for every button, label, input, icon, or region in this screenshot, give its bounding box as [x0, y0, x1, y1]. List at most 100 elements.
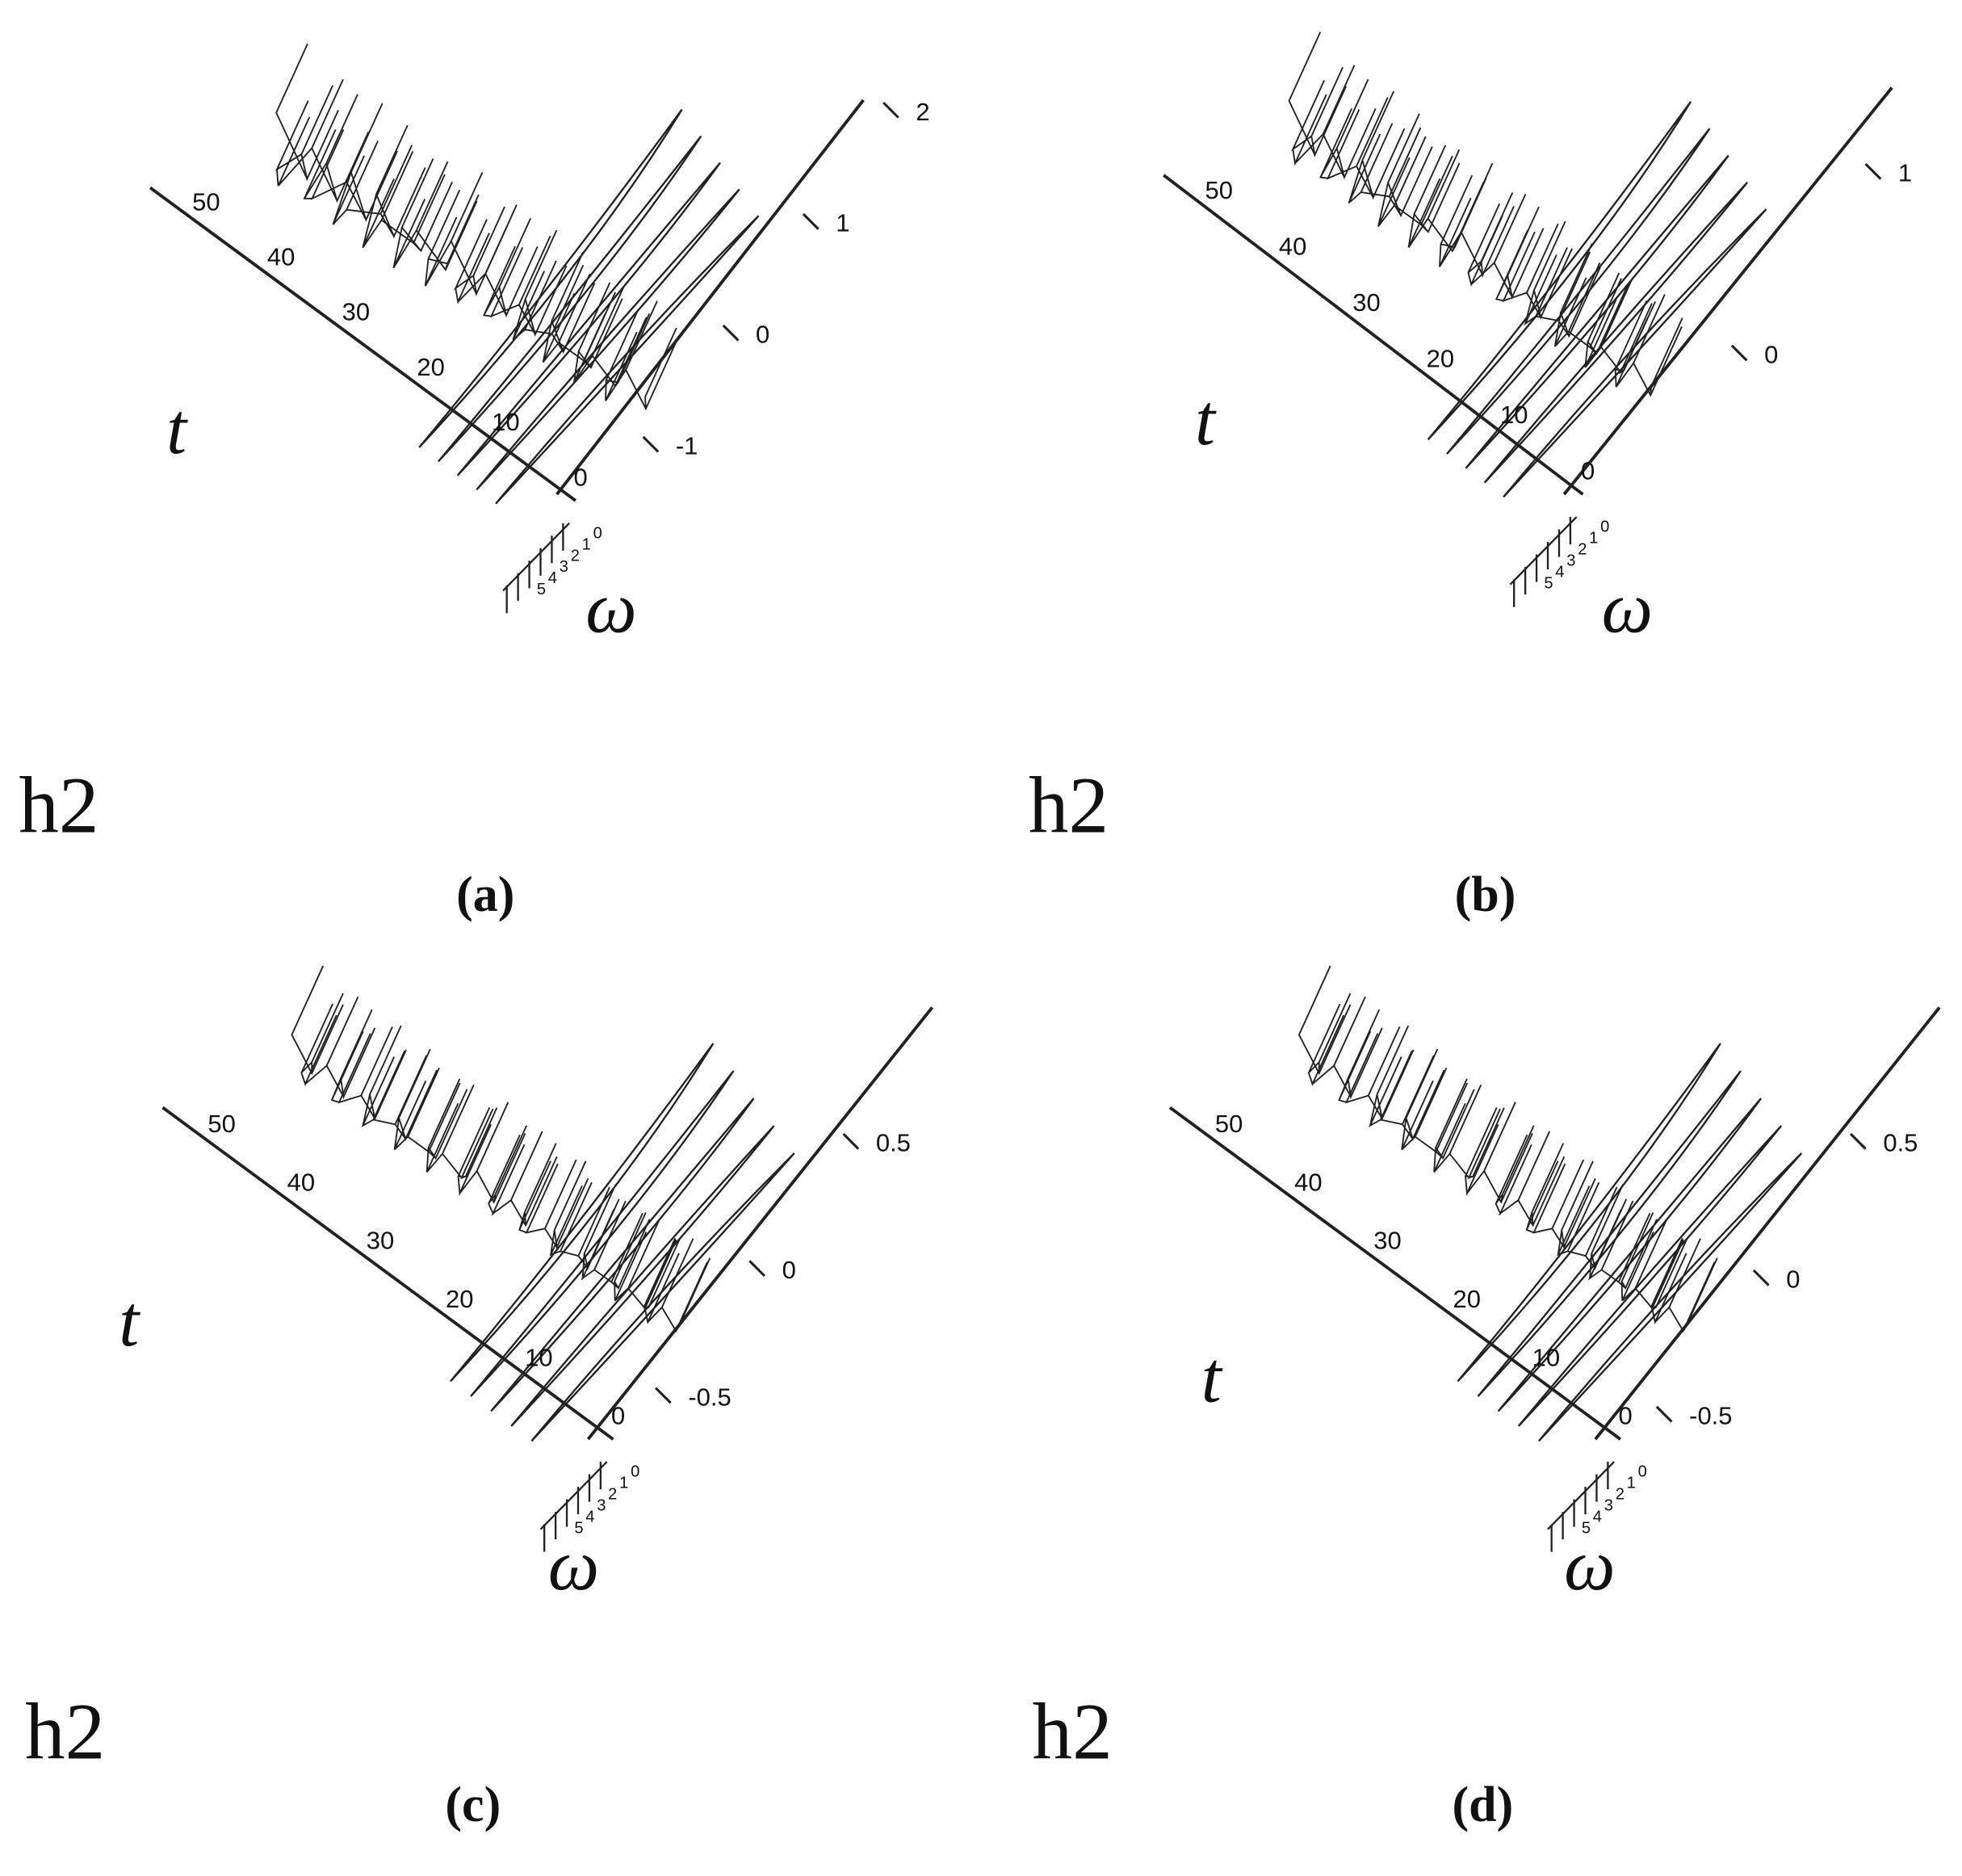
surface-lobe — [1497, 1097, 1763, 1412]
t-tick-label: 50 — [208, 1110, 235, 1138]
z-tick — [1752, 1269, 1770, 1286]
w-tick-label: 4 — [585, 1508, 594, 1526]
z-tick — [642, 435, 660, 453]
z-axis — [1562, 86, 1893, 496]
w-tick-label: 5 — [1582, 1519, 1591, 1537]
w-axis — [1547, 1461, 1615, 1530]
surface-wireframe — [1288, 31, 1683, 397]
z-tick-label: 2 — [916, 98, 929, 126]
w-tick-label: 0 — [593, 524, 602, 542]
z-tick — [722, 324, 740, 342]
panel-caption: (d) — [1453, 1777, 1514, 1832]
t-tick-label: 0 — [1618, 1402, 1632, 1430]
surface-lobe — [1457, 1043, 1721, 1383]
t-tick-label: 20 — [417, 353, 444, 381]
surface-lobe — [530, 1152, 795, 1442]
w-tick-label: 4 — [548, 569, 557, 587]
z-tick-label: 0 — [1764, 340, 1778, 368]
t-tick-label: 0 — [573, 463, 587, 491]
surface-lobe — [1427, 101, 1692, 441]
surface-lobe — [470, 1070, 735, 1397]
w-axis-label: ω — [548, 1526, 599, 1605]
surface-lobe — [438, 135, 702, 463]
surface-lobe — [510, 1125, 775, 1427]
z-axis-label: h2 — [1033, 1688, 1113, 1776]
t-tick-label: 50 — [192, 187, 220, 216]
t-axis — [1168, 1106, 1622, 1441]
surface-wireframe — [275, 43, 678, 411]
z-tick-label: -1 — [676, 432, 698, 460]
surface-lobe — [1517, 1125, 1783, 1427]
t-tick-label: 50 — [1205, 176, 1233, 204]
w-axis — [1509, 516, 1578, 585]
t-tick-label: 20 — [1427, 344, 1454, 372]
t-tick-label: 40 — [267, 243, 295, 271]
w-tick-label: 2 — [1616, 1486, 1625, 1504]
w-tick-label: 4 — [1593, 1508, 1602, 1526]
z-tick-label: 1 — [1898, 159, 1912, 187]
t-tick-label: 30 — [342, 298, 370, 326]
w-tick-label: 1 — [582, 535, 591, 553]
w-tick-label: 3 — [1604, 1496, 1613, 1514]
panel-caption: (a) — [456, 867, 514, 922]
surface-lobe — [1483, 181, 1749, 484]
surface-lobe — [476, 188, 740, 491]
w-axis-label: ω — [585, 569, 636, 648]
t-axis-label: t — [1195, 380, 1217, 460]
t-tick-label: 50 — [1215, 1110, 1243, 1138]
surface-lobe — [495, 215, 760, 505]
z-axis-label: h2 — [25, 1688, 105, 1776]
w-tick-label: 0 — [1638, 1463, 1647, 1481]
w-tick-label: 5 — [574, 1519, 583, 1537]
w-axis-label: ω — [1602, 569, 1653, 648]
w-tick-label: 2 — [571, 547, 580, 564]
t-axis — [1163, 174, 1584, 496]
panel-caption: (b) — [1455, 867, 1516, 922]
t-axis-label: t — [119, 1282, 140, 1362]
t-tick-label: 30 — [1352, 288, 1380, 317]
w-axis — [502, 522, 570, 592]
surface-wireframe — [291, 965, 711, 1333]
w-axis — [539, 1461, 608, 1530]
t-axis-label: t — [166, 389, 188, 469]
z-tick-label: 0 — [1786, 1265, 1800, 1294]
w-tick-label: 3 — [1566, 552, 1575, 569]
w-tick-label: 1 — [1627, 1475, 1636, 1492]
w-tick-label: 3 — [560, 558, 568, 576]
z-axis — [586, 1006, 934, 1441]
z-tick — [1864, 162, 1882, 180]
t-tick-label: 40 — [287, 1168, 315, 1196]
t-tick-label: 10 — [525, 1343, 552, 1371]
surface-lobe — [490, 1097, 755, 1412]
t-axis — [161, 1106, 614, 1441]
w-tick-label: 1 — [1589, 530, 1598, 548]
t-tick-label: 10 — [1500, 401, 1528, 429]
z-tick — [842, 1132, 860, 1150]
w-tick-label: 0 — [631, 1463, 639, 1481]
z-tick — [748, 1260, 765, 1278]
t-axis — [149, 186, 577, 502]
z-axis — [1594, 1006, 1941, 1441]
z-tick-label: 0.5 — [876, 1129, 911, 1157]
z-tick — [1849, 1132, 1867, 1150]
w-tick-label: 2 — [608, 1486, 617, 1504]
t-tick-label: 20 — [446, 1285, 473, 1313]
w-tick-label: 2 — [1578, 541, 1587, 559]
z-tick-label: 0 — [756, 321, 769, 349]
z-axis-label: h2 — [19, 762, 99, 850]
surface-lobe — [1477, 1070, 1742, 1397]
z-tick — [654, 1387, 672, 1404]
t-tick-label: 40 — [1294, 1168, 1322, 1196]
w-tick-label: 4 — [1555, 563, 1564, 581]
t-tick-label: 10 — [1532, 1343, 1560, 1371]
z-tick — [1655, 1405, 1673, 1423]
surface-lobe — [450, 1043, 715, 1383]
t-tick-label: 10 — [492, 408, 519, 436]
t-tick-label: 20 — [1453, 1285, 1480, 1313]
